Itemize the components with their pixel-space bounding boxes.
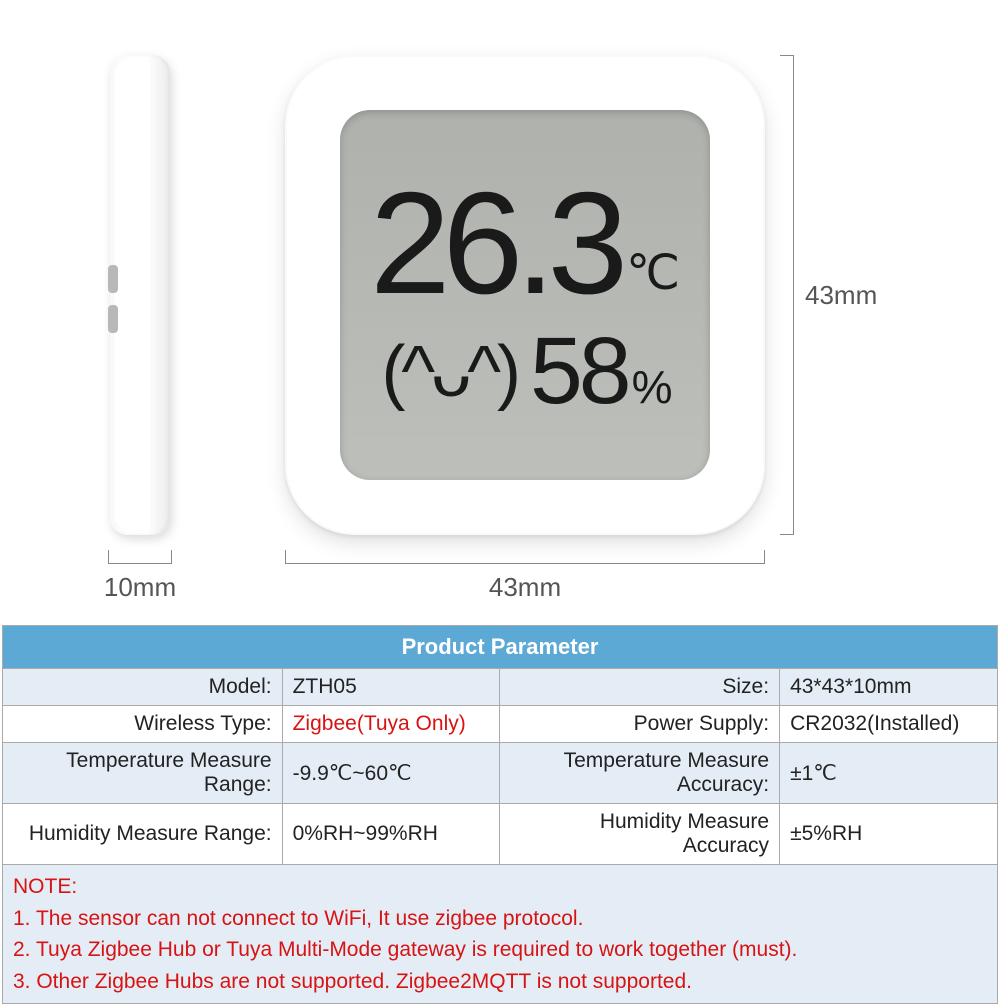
humidity-readout: (^ᴗ^) 58 % [365, 324, 685, 419]
product-diagram-area: 26.3 ℃ (^ᴗ^) 58 % 10mm 43mm 43mm [0, 0, 1000, 625]
temperature-readout: 26.3 ℃ [365, 171, 685, 316]
temperature-value: 26.3 [370, 171, 620, 316]
note-box: NOTE: 1. The sensor can not connect to W… [2, 865, 998, 1004]
device-front-view: 26.3 ℃ (^ᴗ^) 58 % [285, 55, 765, 535]
spec-label: Wireless Type: [3, 706, 283, 743]
dimension-bracket-width [285, 550, 765, 564]
spec-label: Temperature Measure Range: [3, 743, 283, 804]
dimension-bracket-height [780, 55, 794, 535]
note-line: 3. Other Zigbee Hubs are not supported. … [13, 966, 987, 998]
temperature-unit: ℃ [626, 245, 680, 301]
spec-label: Power Supply: [500, 706, 780, 743]
device-lcd-screen: 26.3 ℃ (^ᴗ^) 58 % [340, 110, 710, 480]
humidity-value: 58 % [530, 324, 669, 419]
comfort-face-icon: (^ᴗ^) [381, 336, 517, 408]
dimension-label-height: 43mm [805, 280, 877, 311]
table-row: Wireless Type: Zigbee(Tuya Only) Power S… [3, 706, 998, 743]
side-port-icon [108, 265, 118, 293]
note-line: 2. Tuya Zigbee Hub or Tuya Multi-Mode ga… [13, 934, 987, 966]
spec-label: Humidity Measure Range: [3, 804, 283, 865]
humidity-number: 58 [530, 324, 628, 419]
zigbee-highlight-text: Zigbee(Tuya Only) [293, 712, 466, 735]
spec-value: ZTH05 [282, 669, 500, 706]
note-line: 1. The sensor can not connect to WiFi, I… [13, 903, 987, 935]
spec-value: ±1℃ [780, 743, 998, 804]
spec-label: Model: [3, 669, 283, 706]
dimension-label-width: 43mm [285, 572, 765, 603]
device-side-view [110, 55, 170, 535]
spec-value: CR2032(Installed) [780, 706, 998, 743]
table-row: Temperature Measure Range: -9.9℃~60℃ Tem… [3, 743, 998, 804]
side-port-icon [108, 305, 118, 333]
spec-value: 43*43*10mm [780, 669, 998, 706]
table-header: Product Parameter [3, 626, 998, 669]
spec-label: Humidity Measure Accuracy [500, 804, 780, 865]
spec-value: -9.9℃~60℃ [282, 743, 500, 804]
table-row: Humidity Measure Range: 0%RH~99%RH Humid… [3, 804, 998, 865]
note-title: NOTE: [13, 871, 987, 903]
spec-value: ±5%RH [780, 804, 998, 865]
spec-label: Temperature Measure Accuracy: [500, 743, 780, 804]
dimension-label-depth: 10mm [85, 572, 195, 603]
spec-label: Size: [500, 669, 780, 706]
humidity-unit: % [632, 364, 669, 410]
table-row: Model: ZTH05 Size: 43*43*10mm [3, 669, 998, 706]
dimension-bracket-depth [108, 550, 172, 564]
spec-value: Zigbee(Tuya Only) [282, 706, 500, 743]
spec-value: 0%RH~99%RH [282, 804, 500, 865]
product-parameter-table: Product Parameter Model: ZTH05 Size: 43*… [2, 625, 998, 865]
